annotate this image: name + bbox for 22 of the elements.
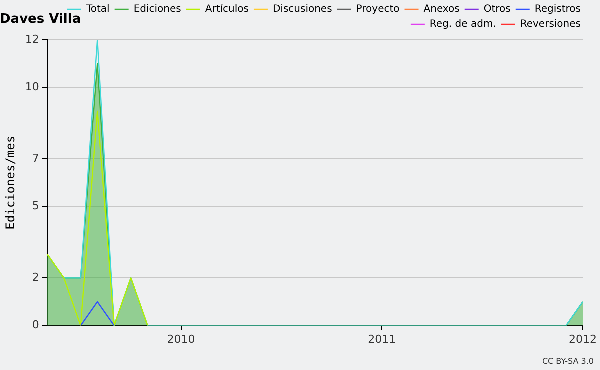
legend-label: Anexos — [424, 4, 460, 16]
y-tick-label: 7 — [32, 152, 40, 165]
x-tick-label: 2012 — [569, 332, 598, 346]
chart-title: Daves Villa — [0, 12, 82, 28]
x-tick-label: 2010 — [167, 332, 196, 346]
legend-label: Proyecto — [356, 4, 400, 16]
legend-label: Reversiones — [520, 19, 581, 30]
legend-label: Ediciones — [134, 4, 182, 16]
x-tick-label: 2011 — [368, 332, 396, 346]
legend-label: Otros — [484, 4, 511, 16]
y-axis-title: Ediciones/mes — [3, 136, 18, 230]
text: CC BY-SA 3.0 — [542, 357, 594, 366]
y-tick-label: 12 — [25, 32, 40, 46]
legend-label: Discusiones — [272, 4, 332, 16]
y-tick-label: 10 — [25, 80, 40, 94]
legend-label: Registros — [534, 4, 582, 16]
legend-label: Reg. de adm. — [430, 19, 496, 30]
y-tick-label: 2 — [32, 271, 40, 284]
y-tick-label: 0 — [32, 318, 40, 332]
y-tick-label: 5 — [32, 200, 40, 213]
legend-label: Artículos — [205, 4, 249, 16]
legend-label: Total — [85, 4, 110, 16]
